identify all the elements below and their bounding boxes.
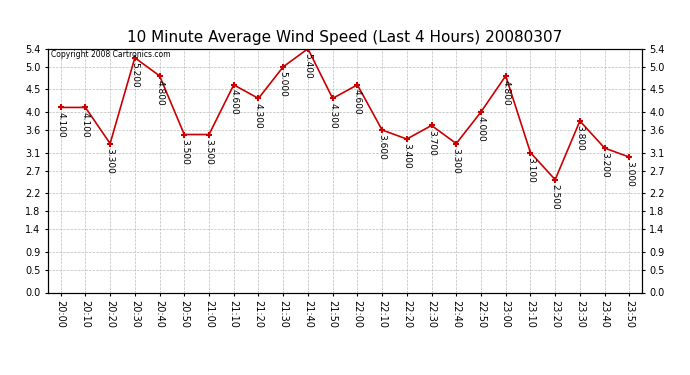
Text: 3.200: 3.200 — [600, 152, 609, 178]
Text: 4.600: 4.600 — [353, 89, 362, 115]
Text: 3.300: 3.300 — [106, 148, 115, 174]
Text: 3.800: 3.800 — [575, 125, 584, 151]
Text: 4.800: 4.800 — [501, 80, 510, 106]
Text: 4.800: 4.800 — [155, 80, 164, 106]
Title: 10 Minute Average Wind Speed (Last 4 Hours) 20080307: 10 Minute Average Wind Speed (Last 4 Hou… — [128, 30, 562, 45]
Text: 3.500: 3.500 — [180, 139, 189, 165]
Text: 3.700: 3.700 — [427, 130, 436, 156]
Text: 4.600: 4.600 — [229, 89, 238, 115]
Text: 5.400: 5.400 — [304, 53, 313, 79]
Text: 4.100: 4.100 — [81, 112, 90, 137]
Text: 4.000: 4.000 — [477, 116, 486, 142]
Text: 4.300: 4.300 — [328, 103, 337, 128]
Text: 4.100: 4.100 — [56, 112, 65, 137]
Text: 3.600: 3.600 — [377, 134, 386, 160]
Text: 3.100: 3.100 — [526, 157, 535, 183]
Text: 3.400: 3.400 — [402, 143, 411, 169]
Text: 4.300: 4.300 — [254, 103, 263, 128]
Text: 5.200: 5.200 — [130, 62, 139, 88]
Text: 5.000: 5.000 — [279, 71, 288, 97]
Text: 2.500: 2.500 — [551, 184, 560, 210]
Text: 3.300: 3.300 — [452, 148, 461, 174]
Text: 3.500: 3.500 — [204, 139, 213, 165]
Text: 3.000: 3.000 — [625, 161, 634, 187]
Text: Copyright 2008 Cartronics.com: Copyright 2008 Cartronics.com — [51, 50, 170, 59]
